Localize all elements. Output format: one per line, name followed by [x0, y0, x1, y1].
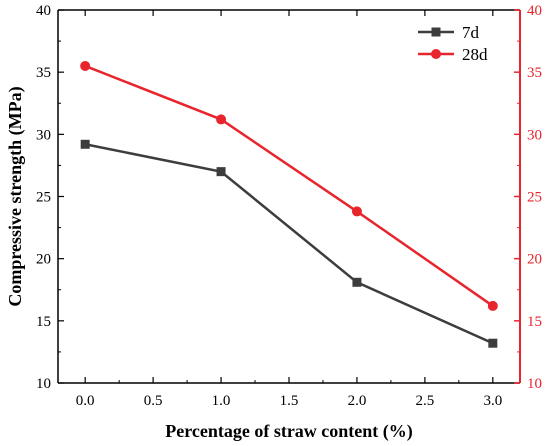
- y-axis-title: Compressive strength (MPa): [5, 86, 26, 306]
- data-point-28d: [487, 300, 498, 311]
- axes: 0.0 0.5 1.0 1.5 2.0 2.5 3.0 10 10 15 15 20 20 25 25 30 3…: [36, 3, 542, 409]
- y-tick-label: 10: [36, 376, 51, 392]
- legend-label-7d: 7d: [462, 23, 480, 42]
- y-tick-label: 40: [36, 3, 51, 19]
- y-tick-label: 35: [36, 65, 51, 81]
- y-tick-label: 25: [36, 190, 51, 206]
- y-tick-label: 15: [36, 314, 51, 330]
- data-point-28d: [216, 114, 227, 125]
- series-layer: [80, 60, 498, 348]
- x-tick-label: 0.0: [76, 393, 95, 409]
- legend-marker-28d: [431, 49, 441, 59]
- x-tick-label: 0.5: [144, 393, 163, 409]
- x-tick-label: 2.5: [416, 393, 435, 409]
- data-point-28d: [351, 206, 362, 217]
- right-y-tick-label: 40: [527, 3, 542, 19]
- data-point-7d: [488, 338, 498, 348]
- series-line-7d: [84, 143, 494, 345]
- right-y-tick-label: 25: [527, 190, 542, 206]
- legend-label-28d: 28d: [462, 45, 488, 64]
- x-tick-label: 1.5: [280, 393, 299, 409]
- x-tick-label: 1.0: [212, 393, 231, 409]
- x-tick-label: 3.0: [483, 393, 502, 409]
- right-y-tick-label: 15: [527, 314, 542, 330]
- legend-marker-7d: [431, 27, 441, 37]
- data-point-7d: [352, 277, 362, 287]
- data-point-28d: [80, 60, 91, 71]
- right-y-tick-label: 30: [527, 127, 542, 143]
- x-tick-label: 2.0: [348, 393, 367, 409]
- x-axis-title: Percentage of straw content (%): [165, 421, 413, 442]
- y-tick-label: 30: [36, 127, 51, 143]
- right-y-tick-label: 10: [527, 376, 542, 392]
- right-y-tick-label: 20: [527, 252, 542, 268]
- right-y-tick-label: 35: [527, 65, 542, 81]
- series-line-28d: [84, 64, 494, 307]
- data-point-7d: [216, 167, 226, 177]
- y-tick-label: 20: [36, 252, 51, 268]
- data-point-7d: [80, 139, 90, 149]
